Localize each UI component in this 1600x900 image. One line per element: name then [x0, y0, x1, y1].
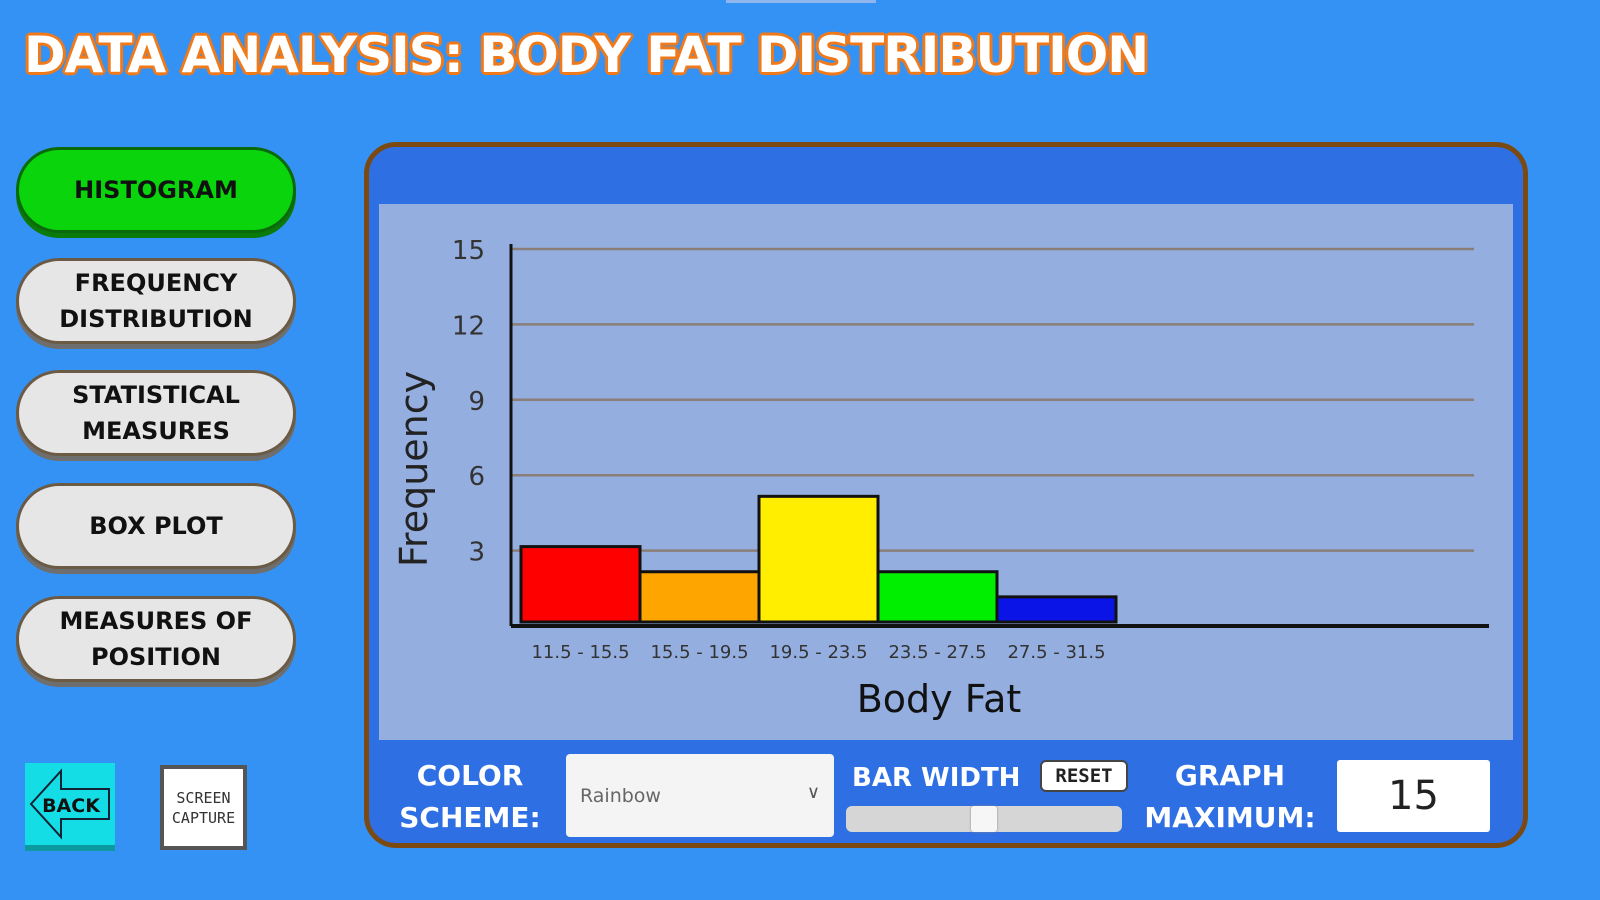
y-tick-label: 6 [468, 462, 485, 492]
color-scheme-label: COLOR SCHEME: [399, 759, 541, 834]
histogram-button-label: HISTOGRAM [74, 176, 238, 204]
y-axis-title: Frequency [392, 371, 436, 567]
graph-maximum-label: GRAPH MAXIMUM: [1144, 759, 1316, 834]
bar-width-label: BAR WIDTH [852, 763, 1021, 793]
graph-maximum-input[interactable]: 15 [1337, 760, 1490, 832]
statistical-measures-button-label: STATISTICAL MEASURES [72, 381, 240, 445]
back-label: BACK [42, 795, 101, 817]
measures-of-position-button-label: MEASURES OF POSITION [59, 607, 253, 671]
color-scheme-value: Rainbow [580, 784, 661, 807]
y-tick-label: 3 [468, 538, 485, 568]
back-button[interactable]: BACK [25, 763, 115, 845]
frequency-distribution-button[interactable]: FREQUENCY DISTRIBUTION [16, 258, 296, 344]
x-axis-title: Body Fat [857, 677, 1022, 721]
statistical-measures-button[interactable]: STATISTICAL MEASURES [16, 370, 296, 456]
y-tick-label: 15 [452, 236, 485, 266]
histogram-bar [757, 494, 880, 624]
screen-capture-button[interactable]: SCREEN CAPTURE [160, 765, 247, 850]
chart-area: 3 6 9 12 15 11.5 - 15.5 15.5 - 19.5 19.5 - 23.5… [379, 204, 1513, 740]
bar-width-slider[interactable] [846, 806, 1122, 832]
bar-width-slider-thumb[interactable] [971, 806, 997, 832]
histogram-bar [638, 570, 761, 624]
x-tick-label: 11.5 - 15.5 [531, 642, 629, 663]
x-tick-label: 23.5 - 27.5 [888, 642, 986, 663]
histogram-bar [519, 545, 642, 624]
reset-button[interactable]: RESET [1040, 760, 1128, 792]
x-tick-label: 27.5 - 31.5 [1007, 642, 1105, 663]
x-tick-label: 19.5 - 23.5 [769, 642, 867, 663]
box-plot-button[interactable]: BOX PLOT [16, 483, 296, 569]
chevron-down-icon: ∨ [806, 782, 820, 803]
top-edge-bar [726, 0, 876, 3]
page-title: DATA ANALYSIS: BODY FAT DISTRIBUTION [24, 26, 1149, 84]
histogram-button[interactable]: HISTOGRAM [16, 147, 296, 233]
histogram-bar [876, 570, 999, 624]
y-tick-label: 12 [452, 311, 485, 341]
measures-of-position-button[interactable]: MEASURES OF POSITION [16, 596, 296, 682]
color-scheme-select[interactable]: Rainbow ∨ [566, 754, 834, 837]
box-plot-button-label: BOX PLOT [89, 512, 223, 540]
histogram-bar [995, 595, 1118, 624]
x-tick-label: 15.5 - 19.5 [650, 642, 748, 663]
histogram-chart: 3 6 9 12 15 11.5 - 15.5 15.5 - 19.5 19.5 - 23.5… [392, 236, 1489, 721]
frequency-distribution-button-label: FREQUENCY DISTRIBUTION [59, 269, 253, 333]
screen-capture-label: SCREEN CAPTURE [171, 788, 236, 827]
y-tick-label: 9 [468, 387, 485, 417]
back-arrow-icon: BACK [29, 768, 110, 840]
